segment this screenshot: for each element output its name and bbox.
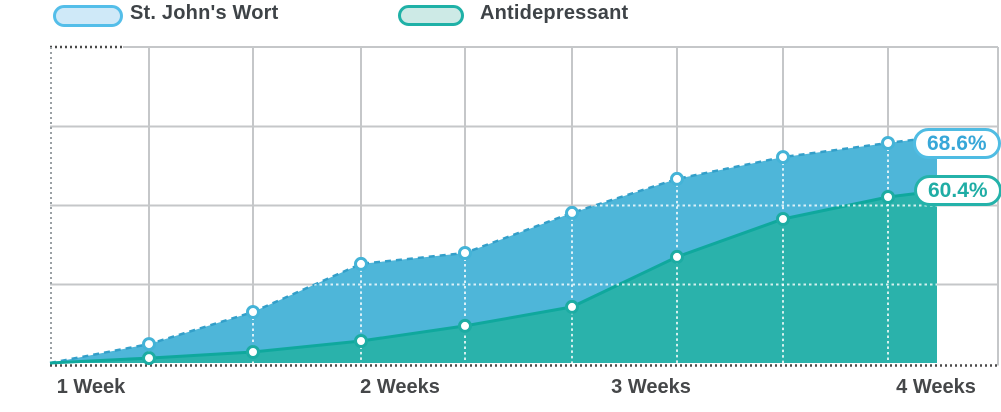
legend-swatch-st-johns-wort-icon xyxy=(53,4,123,27)
legend-item-st-johns-wort[interactable]: St. John's Wort xyxy=(53,0,278,28)
antidepressant-area xyxy=(50,191,937,363)
legend-swatch-antidepressant-icon xyxy=(398,5,464,26)
value-badge-st-johns-wort: 68.6% xyxy=(913,128,1001,159)
legend-item-antidepressant[interactable]: Antidepressant xyxy=(398,0,628,28)
data-point-anti-8[interactable] xyxy=(881,190,895,204)
data-point-sjw-3[interactable] xyxy=(354,256,368,271)
data-point-sjw-6[interactable] xyxy=(670,171,684,186)
legend-label-st-johns-wort: St. John's Wort xyxy=(130,2,279,24)
legend-label-antidepressant: Antidepressant xyxy=(480,2,629,24)
x-axis-label-week-2: 2 Weeks xyxy=(360,376,440,398)
data-point-sjw-4[interactable] xyxy=(458,246,472,260)
data-point-anti-5[interactable] xyxy=(565,299,579,314)
data-point-anti-2[interactable] xyxy=(246,345,260,359)
value-badge-antidepressant: 60.4% xyxy=(914,175,1001,206)
data-point-sjw-7[interactable] xyxy=(776,150,790,165)
data-point-sjw-2[interactable] xyxy=(246,305,260,319)
x-axis-label-week-3: 3 Weeks xyxy=(611,376,691,398)
x-axis-label-week-1: 1 Week xyxy=(56,376,126,398)
data-point-sjw-1[interactable] xyxy=(142,337,156,352)
sjw-line xyxy=(49,135,938,365)
x-axis-label-week-4: 4 Weeks xyxy=(896,376,976,398)
data-point-anti-6[interactable] xyxy=(670,249,684,264)
data-point-anti-7[interactable] xyxy=(776,212,790,226)
dotted-axes xyxy=(50,45,997,367)
data-point-sjw-8[interactable] xyxy=(881,136,895,150)
antidepressant-line xyxy=(49,189,938,365)
data-point-anti-1[interactable] xyxy=(142,351,156,366)
data-point-anti-4[interactable] xyxy=(458,318,472,333)
data-point-anti-3[interactable] xyxy=(354,334,368,348)
data-point-sjw-5[interactable] xyxy=(565,205,579,220)
